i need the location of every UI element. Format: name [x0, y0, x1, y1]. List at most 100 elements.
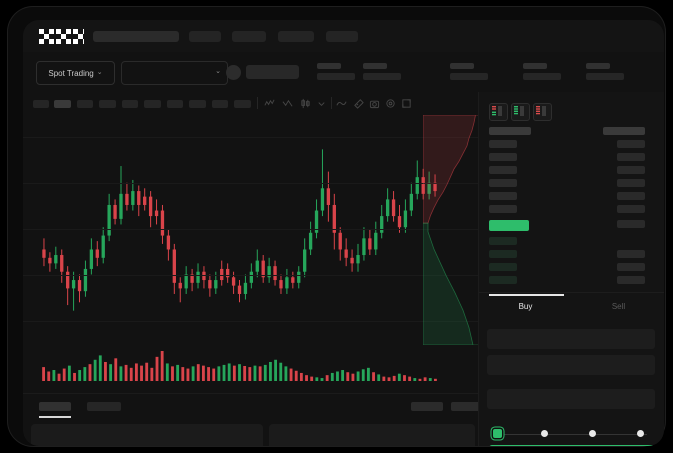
candles-icon[interactable]: [300, 98, 311, 109]
tf-10[interactable]: [234, 100, 251, 108]
compare-icon[interactable]: [282, 98, 293, 109]
settings-icon[interactable]: [385, 98, 396, 109]
orderbook-bids-glyph: [514, 106, 524, 116]
cancel-all-button[interactable]: [411, 402, 443, 411]
orderbook-ask-row[interactable]: [489, 166, 517, 174]
tf-7[interactable]: [167, 100, 183, 108]
orderbook-asks-icon[interactable]: [533, 103, 552, 121]
orderbook-asks-glyph: [536, 106, 546, 116]
stat-change: [317, 63, 355, 80]
orderbook-bid-row[interactable]: [489, 237, 517, 245]
nav-search-field[interactable]: [93, 31, 179, 42]
stat-24h-turnover: [586, 63, 624, 80]
tf-3[interactable]: [77, 100, 93, 108]
toolbar-divider-2: [331, 97, 332, 109]
orderbook-ask-amount: [617, 192, 645, 200]
coin-avatar: [226, 65, 241, 80]
tf-4[interactable]: [99, 100, 116, 108]
tf-1[interactable]: [33, 100, 49, 108]
stat-24h-volume: [523, 63, 561, 80]
slider-track: [499, 433, 647, 435]
orderbook-both-glyph: [492, 106, 502, 116]
market-info-bar: Spot Trading ⌄ ⌄: [23, 52, 664, 93]
total-field[interactable]: [487, 389, 655, 409]
orderbook-bid-row[interactable]: [489, 263, 517, 271]
buy-sell-tabs: Buy Sell: [479, 292, 664, 321]
tf-9[interactable]: [212, 100, 228, 108]
tab-buy[interactable]: Buy: [518, 302, 533, 311]
price-field[interactable]: [487, 329, 655, 349]
orderbook-bid-amount: [617, 250, 645, 258]
orderbook-spread-amount: [617, 220, 645, 228]
tab-sell[interactable]: Sell: [611, 302, 626, 311]
top-navigation-bar: [23, 20, 664, 52]
candlestick-chart[interactable]: [23, 115, 478, 345]
line-chart-icon[interactable]: [336, 98, 347, 109]
tf-6[interactable]: [144, 100, 161, 108]
nav-item-2[interactable]: [232, 31, 266, 42]
fullscreen-icon[interactable]: [401, 98, 412, 109]
chevron-down-icon: ⌄: [215, 68, 221, 75]
trades-panel[interactable]: [269, 424, 475, 446]
orderbook-ask-amount: [617, 179, 645, 187]
chevron-down-icon[interactable]: [316, 98, 327, 109]
slider-step-4[interactable]: [637, 430, 644, 437]
indicators-icon[interactable]: [264, 98, 275, 109]
orderbook-bid-row[interactable]: [489, 250, 517, 258]
okx-logo[interactable]: [39, 29, 84, 44]
toolbar-divider: [257, 97, 258, 109]
orderbook-bid-amount: [617, 263, 645, 271]
tf-2[interactable]: [54, 100, 71, 108]
orderbook-rows[interactable]: [479, 125, 664, 290]
slider-step-3[interactable]: [589, 430, 596, 437]
orderbook-bids-icon[interactable]: [511, 103, 530, 121]
slider-step-2[interactable]: [541, 430, 548, 437]
last-price-value: [246, 65, 299, 79]
trading-pair-select[interactable]: ⌄: [121, 61, 228, 85]
volume-svg: [42, 351, 437, 381]
orderbook-ask-amount: [617, 140, 645, 148]
volume-histogram: [23, 345, 478, 393]
orderbook-ask-row[interactable]: [489, 192, 517, 200]
orderbook-bid-amount: [617, 276, 645, 284]
amount-field[interactable]: [487, 355, 655, 375]
orders-tab-bar: [23, 393, 485, 422]
tf-5[interactable]: [122, 100, 138, 108]
orderbook-spread-row: [489, 220, 529, 231]
orderbook-ask-row[interactable]: [489, 179, 517, 187]
nav-item-1[interactable]: [189, 31, 221, 42]
orderbook-ask-row[interactable]: [489, 205, 517, 213]
depth-svg: [423, 115, 478, 345]
orderbook-ask-row[interactable]: [489, 153, 517, 161]
chevron-down-icon: ⌄: [96, 69, 103, 76]
orderbook-bid-row[interactable]: [489, 276, 517, 284]
tf-8[interactable]: [189, 100, 206, 108]
bottom-panels: [23, 421, 478, 446]
orderbook-header-amount: [603, 127, 645, 135]
slider-handle[interactable]: [493, 429, 502, 438]
hide-other-pairs-button[interactable]: [451, 402, 485, 411]
stat-24h-low: [450, 63, 488, 80]
camera-icon[interactable]: [369, 98, 380, 109]
orderbook-both-icon[interactable]: [489, 103, 508, 121]
tab-open-orders[interactable]: [39, 402, 71, 411]
depth-chart-overlay: [423, 115, 478, 345]
orderbook-ask-amount: [617, 205, 645, 213]
buy-tab-underline: [489, 294, 564, 296]
active-tab-underline: [39, 416, 71, 418]
stat-24h-high: [363, 63, 401, 80]
assets-panel[interactable]: [31, 424, 263, 446]
nav-item-4[interactable]: [326, 31, 358, 42]
tab-order-history[interactable]: [87, 402, 121, 411]
submit-buy-button[interactable]: [489, 445, 655, 446]
ruler-icon[interactable]: [353, 98, 364, 109]
orderbook-ask-amount: [617, 153, 645, 161]
device-bezel: Spot Trading ⌄ ⌄: [7, 6, 666, 447]
app-screen: Spot Trading ⌄ ⌄: [23, 20, 664, 446]
orderbook-ask-row[interactable]: [489, 140, 517, 148]
spot-trading-dropdown[interactable]: Spot Trading ⌄: [36, 61, 115, 85]
orderbook-header-price: [489, 127, 531, 135]
amount-slider[interactable]: [493, 429, 651, 439]
nav-item-3[interactable]: [278, 31, 314, 42]
